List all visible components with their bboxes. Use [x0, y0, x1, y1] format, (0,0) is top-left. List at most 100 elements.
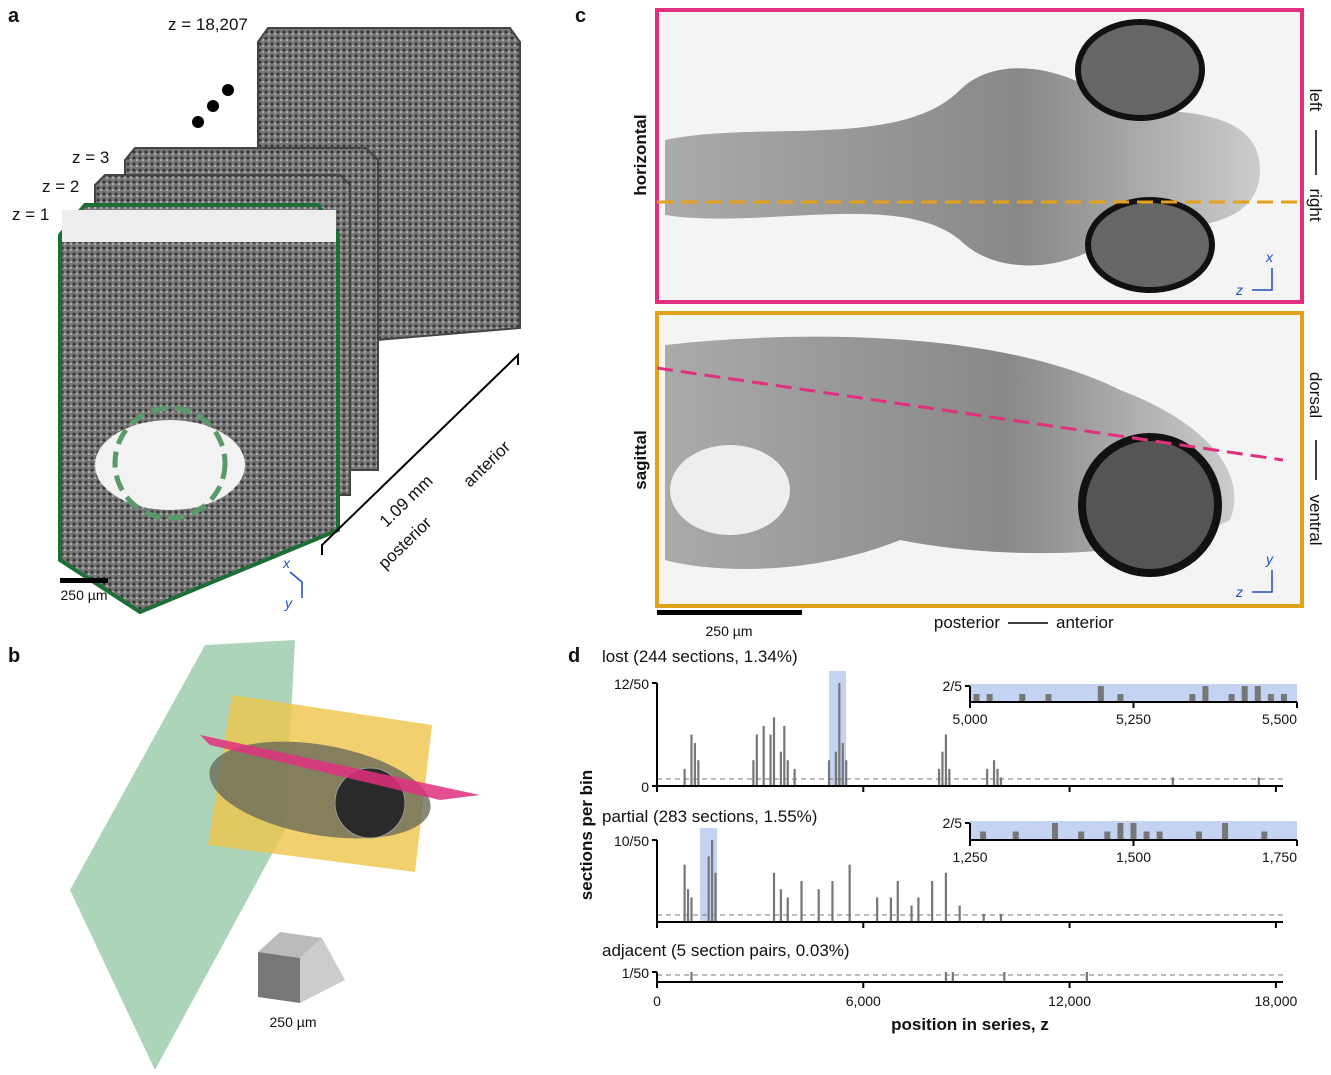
- y-tick-label: 0: [641, 779, 649, 795]
- direction-label: right: [1306, 188, 1325, 221]
- y-tick-label: 12/50: [614, 676, 649, 692]
- bar: [800, 881, 802, 922]
- bar: [1086, 972, 1088, 982]
- bar: [890, 897, 892, 922]
- bar: [1189, 694, 1195, 702]
- histogram-title: adjacent (5 section pairs, 0.03%): [602, 941, 850, 960]
- bar: [1000, 777, 1002, 786]
- bar: [690, 972, 692, 982]
- bar: [780, 752, 782, 786]
- bar: [959, 906, 961, 922]
- bar: [835, 752, 837, 786]
- bar: [1261, 832, 1267, 841]
- x-tick-label: 5,000: [952, 711, 987, 727]
- axis-label: z: [1235, 282, 1243, 298]
- direction-label: posterior: [934, 613, 1000, 632]
- bar: [711, 840, 713, 922]
- bar: [763, 726, 765, 786]
- axis-label: y: [284, 595, 293, 611]
- scale-bar: [60, 578, 108, 583]
- bar: [1281, 694, 1287, 702]
- bar: [1258, 777, 1260, 786]
- scale-label: 250 µm: [706, 623, 753, 639]
- x-tick-label: 1,500: [1116, 849, 1151, 865]
- bar: [697, 760, 699, 786]
- bar: [948, 769, 950, 786]
- slice-label: z = 3: [72, 148, 109, 167]
- bar: [987, 694, 993, 702]
- bar: [910, 906, 912, 922]
- bar: [1268, 694, 1274, 702]
- eye: [1078, 22, 1202, 118]
- bar: [931, 881, 933, 922]
- bar: [938, 769, 940, 786]
- direction-label: dorsal: [1306, 372, 1325, 418]
- x-tick-label: 1,750: [1262, 849, 1297, 865]
- bar: [945, 735, 947, 787]
- bar: [980, 832, 986, 841]
- bar: [1078, 832, 1084, 841]
- inset-background: [970, 684, 1297, 702]
- bar: [687, 889, 689, 922]
- x-tick-label: 12,000: [1048, 993, 1091, 1009]
- bar: [842, 743, 844, 786]
- bar: [1144, 832, 1150, 841]
- bar: [1098, 686, 1104, 702]
- view-label: horizontal: [631, 114, 650, 195]
- bar: [1229, 694, 1235, 702]
- bar: [1172, 777, 1174, 786]
- bar: [1117, 823, 1123, 840]
- histogram-title: lost (244 sections, 1.34%): [602, 647, 798, 666]
- bar: [952, 972, 954, 982]
- bar: [941, 752, 943, 786]
- direction-label: anterior: [1056, 613, 1114, 632]
- bar: [945, 972, 947, 982]
- bar: [787, 897, 789, 922]
- scale-label: 250 µm: [61, 587, 108, 603]
- bar: [897, 881, 899, 922]
- y-tick-label: 2/5: [943, 815, 963, 831]
- bar: [756, 735, 758, 787]
- cube: [258, 952, 300, 1003]
- bar: [974, 694, 980, 702]
- bar: [714, 873, 716, 922]
- bar: [828, 760, 830, 786]
- bar: [917, 897, 919, 922]
- bar: [794, 769, 796, 786]
- bar: [993, 760, 995, 786]
- axis-label: y: [1265, 551, 1274, 567]
- dot: [192, 116, 204, 128]
- bar: [690, 735, 692, 787]
- slice: [60, 205, 338, 612]
- x-tick-label: 5,250: [1116, 711, 1151, 727]
- bar: [1131, 823, 1137, 840]
- y-tick-label: 1/50: [622, 965, 649, 981]
- dot: [222, 84, 234, 96]
- bar: [708, 856, 710, 922]
- direction-label: ventral: [1306, 494, 1325, 545]
- bar: [684, 769, 686, 786]
- panel-label: c: [575, 5, 586, 27]
- bar: [787, 760, 789, 786]
- bar: [1003, 972, 1005, 982]
- dot: [207, 100, 219, 112]
- x-tick-label: 1,250: [952, 849, 987, 865]
- figure: a z = 18,207 z = 3 z = 2 z = 1 1.09 mm p…: [0, 0, 1331, 1070]
- slice-label: z = 18,207: [168, 15, 248, 34]
- bar: [983, 914, 985, 922]
- bar: [684, 865, 686, 922]
- bar: [1045, 694, 1051, 702]
- bar: [849, 865, 851, 922]
- y-axis-title: sections per bin: [577, 770, 596, 900]
- bar: [945, 873, 947, 922]
- x-tick-label: 6,000: [846, 993, 881, 1009]
- bar: [1117, 694, 1123, 702]
- bar: [1104, 832, 1110, 841]
- slice-label: z = 1: [12, 205, 49, 224]
- bar: [838, 683, 840, 786]
- bar: [996, 769, 998, 786]
- bar: [1242, 686, 1248, 702]
- bar: [818, 889, 820, 922]
- bar: [1000, 914, 1002, 922]
- bar: [1255, 686, 1261, 702]
